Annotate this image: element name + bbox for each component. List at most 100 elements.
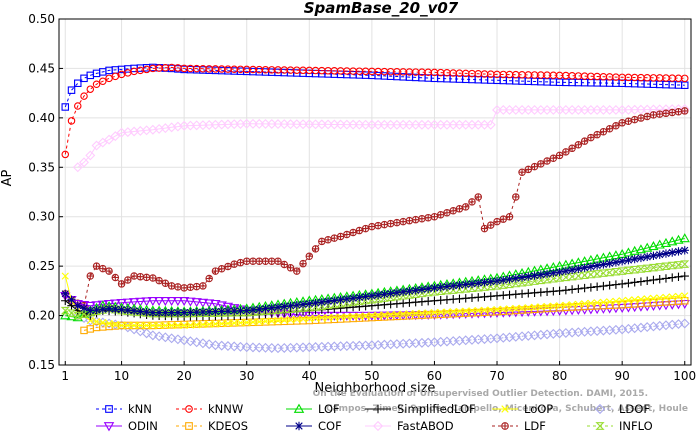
data-point bbox=[581, 137, 588, 145]
data-point bbox=[643, 113, 651, 120]
legend-label: LoOP bbox=[524, 402, 553, 416]
data-point bbox=[166, 333, 177, 344]
data-point bbox=[642, 252, 652, 262]
data-point bbox=[160, 296, 171, 307]
chart-title: SpamBase_20_v07 bbox=[304, 0, 459, 17]
data-point bbox=[655, 263, 665, 271]
data-point bbox=[111, 320, 119, 329]
data-point bbox=[61, 103, 70, 111]
x-axis: 1 10 20 30 40 50 60 70 80 90 100 bbox=[61, 361, 696, 383]
data-point bbox=[667, 236, 678, 246]
data-point bbox=[581, 300, 589, 308]
data-point bbox=[593, 131, 601, 138]
legend-item-simplifiedlof: SimplifiedLOF bbox=[365, 402, 476, 416]
data-point bbox=[92, 317, 101, 326]
data-point bbox=[161, 321, 169, 330]
data-point bbox=[224, 263, 232, 270]
data-point bbox=[379, 311, 390, 321]
plot-area bbox=[60, 63, 690, 354]
x-tick-label: 20 bbox=[177, 369, 192, 383]
data-point bbox=[60, 306, 70, 315]
data-point bbox=[586, 283, 596, 292]
data-point bbox=[450, 207, 457, 214]
data-point bbox=[135, 326, 146, 337]
data-point bbox=[399, 310, 407, 318]
y-tick-label: 0.25 bbox=[28, 259, 55, 273]
data-point bbox=[249, 258, 257, 265]
data-point bbox=[431, 213, 438, 220]
data-point bbox=[211, 320, 220, 328]
data-point bbox=[261, 304, 270, 313]
data-point bbox=[486, 277, 495, 286]
data-point bbox=[550, 155, 557, 162]
data-point bbox=[312, 245, 319, 253]
data-point bbox=[79, 303, 89, 313]
data-point bbox=[573, 272, 583, 280]
data-point bbox=[500, 215, 507, 223]
data-point bbox=[418, 309, 426, 317]
data-point bbox=[218, 320, 226, 328]
data-point bbox=[474, 278, 483, 288]
data-point bbox=[111, 304, 120, 314]
data-point bbox=[306, 253, 313, 260]
data-point bbox=[680, 296, 689, 305]
data-point bbox=[611, 280, 621, 289]
data-point bbox=[417, 285, 427, 294]
data-point bbox=[274, 258, 282, 265]
legend-label: INFLO bbox=[619, 419, 653, 433]
data-point bbox=[281, 261, 288, 268]
data-point bbox=[255, 305, 264, 314]
data-point bbox=[393, 310, 401, 318]
data-point bbox=[592, 270, 602, 278]
data-point bbox=[455, 280, 464, 290]
data-point bbox=[198, 307, 208, 317]
data-point bbox=[116, 298, 127, 309]
data-point bbox=[680, 74, 689, 83]
data-point bbox=[599, 298, 607, 306]
data-point bbox=[623, 266, 633, 275]
data-point bbox=[512, 193, 519, 201]
data-point bbox=[137, 273, 144, 280]
plot-frame bbox=[58, 18, 692, 366]
data-point bbox=[556, 302, 564, 310]
data-point bbox=[455, 307, 464, 316]
data-point bbox=[606, 298, 614, 306]
data-point bbox=[655, 250, 664, 259]
data-point bbox=[222, 302, 234, 312]
data-point bbox=[155, 277, 163, 284]
data-point bbox=[631, 296, 639, 304]
data-point bbox=[624, 255, 633, 265]
data-point bbox=[586, 270, 596, 279]
data-point bbox=[587, 299, 595, 307]
data-point bbox=[542, 269, 552, 279]
data-point bbox=[367, 291, 377, 300]
data-point bbox=[129, 306, 139, 316]
legend-label: LDOF bbox=[619, 402, 650, 416]
data-point bbox=[337, 233, 344, 240]
data-point bbox=[104, 134, 115, 145]
x-tick-label: 30 bbox=[239, 369, 254, 383]
data-point bbox=[67, 295, 76, 304]
data-point bbox=[399, 218, 407, 225]
data-point bbox=[185, 422, 193, 430]
data-point bbox=[555, 274, 565, 282]
data-point bbox=[561, 273, 571, 282]
data-point bbox=[148, 309, 158, 318]
data-point bbox=[348, 293, 358, 303]
data-point bbox=[536, 276, 546, 285]
data-point bbox=[437, 308, 445, 316]
data-point bbox=[637, 114, 645, 122]
data-point bbox=[66, 309, 77, 317]
data-point bbox=[612, 297, 620, 305]
data-point bbox=[147, 296, 159, 307]
data-point bbox=[637, 295, 645, 303]
data-point bbox=[680, 271, 689, 281]
data-point bbox=[501, 405, 509, 413]
data-point bbox=[98, 305, 108, 314]
data-point bbox=[249, 318, 257, 326]
data-point bbox=[72, 162, 83, 173]
data-point bbox=[355, 293, 364, 302]
data-point bbox=[287, 264, 294, 271]
data-point bbox=[224, 319, 232, 327]
data-point bbox=[180, 284, 188, 292]
